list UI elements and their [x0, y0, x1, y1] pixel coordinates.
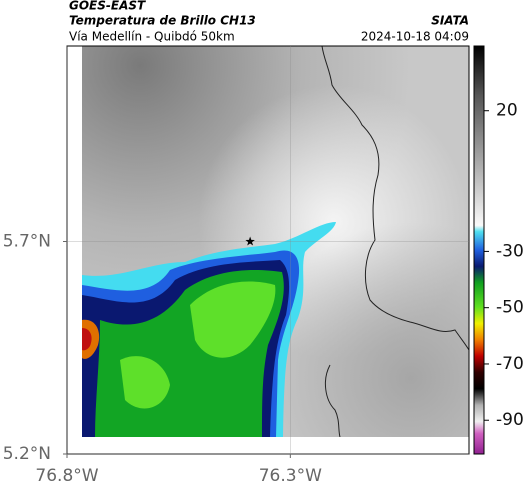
colorbar-tick-label: 20: [496, 101, 518, 121]
title: GOES-EAST: [69, 0, 146, 13]
y-tick-label: 5.2°N: [3, 444, 51, 464]
source: SIATA: [431, 14, 469, 28]
colorbar-tick-label: -30: [496, 241, 524, 261]
y-tick-label: 5.7°N: [3, 232, 51, 252]
location-marker: [245, 236, 255, 246]
colorbar: [473, 45, 485, 455]
region: Vía Medellín - Quibdó 50km: [69, 30, 235, 44]
colorbar-tick-label: -50: [496, 298, 524, 318]
colorbar-tick-label: -90: [496, 410, 524, 430]
colorbar-tick-label: -70: [496, 354, 524, 374]
subtitle: Temperatura de Brillo CH13: [69, 14, 256, 28]
x-tick-label: 76.3°W: [259, 466, 322, 486]
x-tick-label: 76.8°W: [35, 466, 98, 486]
datetime: 2024-10-18 04:09: [361, 30, 469, 44]
